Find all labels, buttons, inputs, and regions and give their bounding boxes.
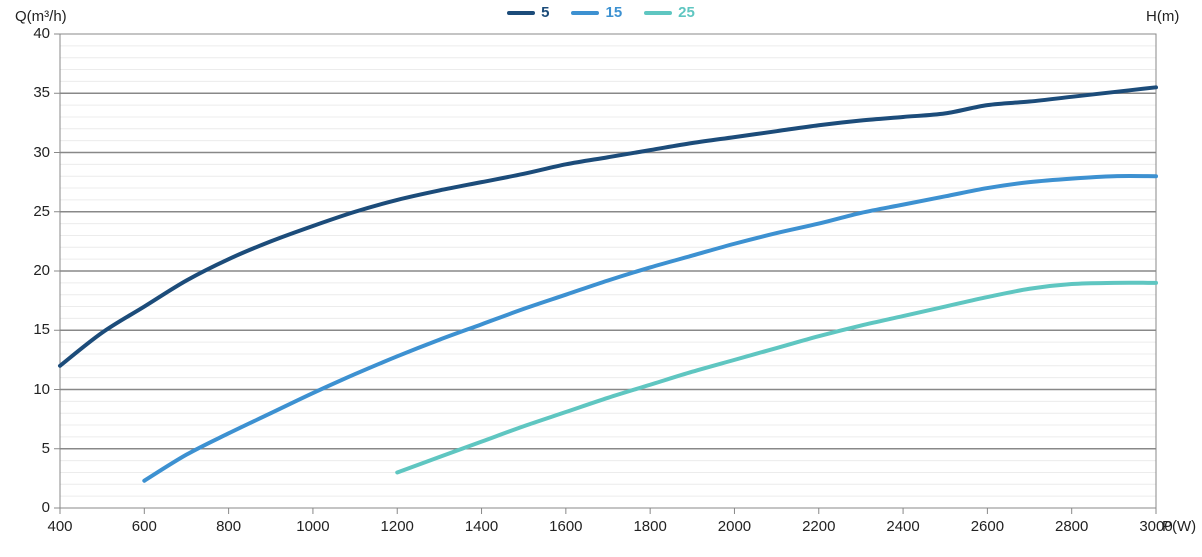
y-tick-label: 25 xyxy=(33,203,50,220)
x-tick-label: 2000 xyxy=(716,518,752,535)
legend-label: 5 xyxy=(541,4,549,21)
y-tick-label: 5 xyxy=(42,440,50,457)
y-axis-left-label: Q(m³/h) xyxy=(15,8,67,25)
chart-plot-area xyxy=(0,0,1202,557)
legend-label: 15 xyxy=(605,4,622,21)
y-axis-right-label: H(m) xyxy=(1146,8,1179,25)
x-tick-label: 1800 xyxy=(632,518,668,535)
y-tick-label: 0 xyxy=(42,499,50,516)
y-tick-label: 20 xyxy=(33,262,50,279)
x-tick-label: 2800 xyxy=(1054,518,1090,535)
x-tick-label: 1400 xyxy=(464,518,500,535)
y-tick-label: 35 xyxy=(33,84,50,101)
chart-legend: 5 15 25 xyxy=(0,4,1202,21)
x-tick-label: 1600 xyxy=(548,518,584,535)
y-tick-label: 10 xyxy=(33,381,50,398)
legend-label: 25 xyxy=(678,4,695,21)
legend-item-25: 25 xyxy=(644,4,695,21)
x-tick-label: 3000 xyxy=(1138,518,1174,535)
x-tick-label: 1200 xyxy=(379,518,415,535)
legend-swatch xyxy=(644,11,672,15)
x-tick-label: 800 xyxy=(211,518,247,535)
legend-swatch xyxy=(571,11,599,15)
x-tick-label: 1000 xyxy=(295,518,331,535)
y-tick-label: 15 xyxy=(33,321,50,338)
y-tick-label: 30 xyxy=(33,144,50,161)
pump-performance-chart: 51525 Q(m³/h) H(m) P(W) 4006008001000120… xyxy=(0,0,1202,557)
x-tick-label: 600 xyxy=(126,518,162,535)
legend-item-15: 15 xyxy=(571,4,622,21)
x-tick-label: 2400 xyxy=(885,518,921,535)
x-tick-label: 2600 xyxy=(969,518,1005,535)
legend-item-5: 5 xyxy=(507,4,549,21)
x-tick-label: 400 xyxy=(42,518,78,535)
y-tick-label: 40 xyxy=(33,25,50,42)
legend-swatch xyxy=(507,11,535,15)
x-tick-label: 2200 xyxy=(801,518,837,535)
